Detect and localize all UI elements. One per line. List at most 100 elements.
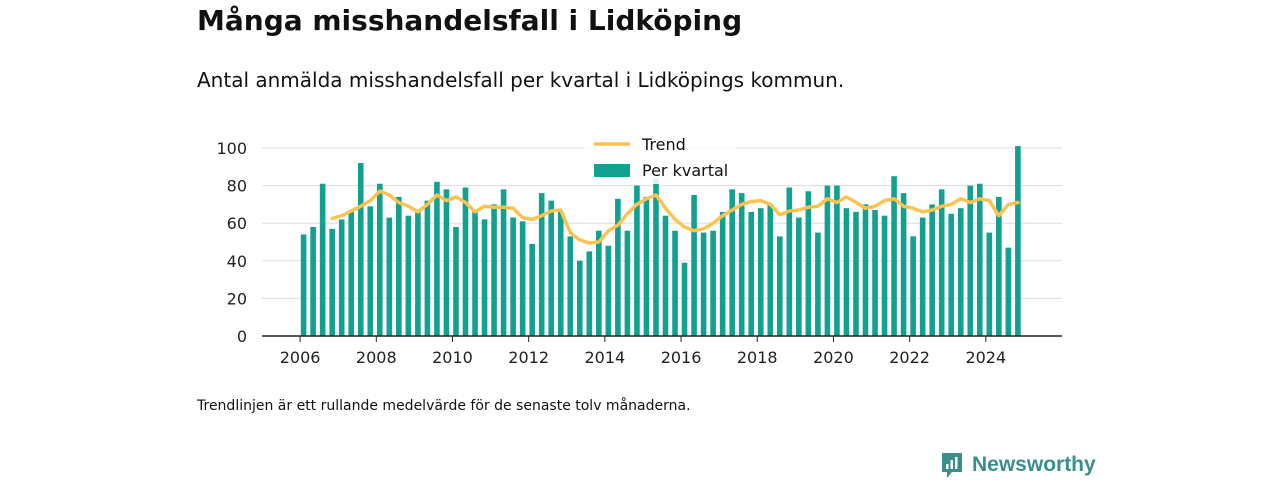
bar xyxy=(481,219,488,336)
bar xyxy=(853,211,859,336)
bar xyxy=(843,208,850,336)
bar xyxy=(634,185,640,336)
legend-bar-label: Per kvartal xyxy=(642,161,728,180)
bar xyxy=(462,187,469,336)
bar xyxy=(491,204,497,336)
bar xyxy=(719,211,726,336)
bar xyxy=(443,189,450,336)
bar xyxy=(786,187,793,336)
bar xyxy=(776,236,783,336)
bar xyxy=(738,193,745,336)
bar xyxy=(529,243,535,336)
bar xyxy=(605,245,612,336)
newsworthy-logo: Newsworthy xyxy=(940,451,1096,479)
bar xyxy=(434,181,440,336)
x-tick-label: 2022 xyxy=(889,348,930,367)
bar xyxy=(348,211,355,336)
bar xyxy=(976,183,983,336)
y-tick-label: 60 xyxy=(227,214,247,233)
trend-line xyxy=(330,189,1020,245)
legend-bar-swatch xyxy=(594,164,630,177)
x-tick-label: 2020 xyxy=(813,348,854,367)
brand-name: Newsworthy xyxy=(972,453,1096,476)
bar xyxy=(881,215,888,336)
y-tick-label: 20 xyxy=(227,289,247,308)
bar xyxy=(329,228,335,336)
bar xyxy=(319,183,326,336)
bar xyxy=(396,196,402,336)
bar xyxy=(681,262,688,336)
bar xyxy=(662,215,669,336)
bar xyxy=(453,226,459,336)
bar xyxy=(557,211,564,336)
bar-line-chart: 0 20 40 60 80 100 2006 2008 2010 2012 2014 2016 2018… xyxy=(216,135,1062,367)
bar xyxy=(500,189,507,336)
newsworthy-icon xyxy=(942,453,962,478)
chart-title: Många misshandelsfall i Lidköping xyxy=(197,4,743,37)
bar xyxy=(653,178,659,336)
bar xyxy=(986,232,993,336)
bar xyxy=(615,198,621,336)
bar xyxy=(596,230,602,336)
x-tick-label: 2008 xyxy=(356,348,397,367)
x-tick-label: 2024 xyxy=(965,348,1006,367)
chart-footnote: Trendlinjen är ett rullande medelvärde f… xyxy=(197,398,691,414)
bar xyxy=(672,230,678,336)
bar xyxy=(567,236,574,336)
bar xyxy=(643,196,650,336)
bar xyxy=(824,185,831,336)
bar xyxy=(862,204,869,336)
y-tick-label: 100 xyxy=(216,139,247,158)
bar xyxy=(919,217,926,336)
y-tick-label: 0 xyxy=(237,327,247,346)
bar xyxy=(891,176,897,336)
bar xyxy=(757,208,764,336)
bar xyxy=(691,195,697,336)
x-tick-label: 2006 xyxy=(280,348,321,367)
bar xyxy=(376,183,383,336)
x-tick-label: 2014 xyxy=(584,348,625,367)
bar xyxy=(872,210,878,336)
bar xyxy=(957,208,964,336)
x-tick-label: 2016 xyxy=(661,348,702,367)
bar xyxy=(805,191,812,336)
bar xyxy=(900,193,907,336)
bar xyxy=(367,206,374,336)
bar xyxy=(386,217,393,336)
bar xyxy=(767,204,774,336)
bar xyxy=(338,219,345,336)
bar xyxy=(424,200,431,336)
bar xyxy=(910,236,916,336)
legend-trend-label: Trend xyxy=(641,135,686,154)
bar xyxy=(624,230,631,336)
bar xyxy=(929,204,935,336)
x-tick-label: 2018 xyxy=(737,348,778,367)
bar xyxy=(948,213,955,336)
bar xyxy=(405,215,412,336)
bar xyxy=(1005,247,1012,336)
bar xyxy=(538,193,545,336)
bar xyxy=(729,189,735,336)
bar xyxy=(586,251,593,336)
bar xyxy=(1015,146,1021,336)
bar xyxy=(996,196,1002,336)
bar xyxy=(710,230,716,336)
bar xyxy=(967,185,974,336)
bar xyxy=(472,211,478,336)
bar xyxy=(310,226,316,336)
bar xyxy=(548,200,555,336)
bar xyxy=(576,260,583,336)
bar xyxy=(300,234,307,336)
x-tick-label: 2010 xyxy=(432,348,473,367)
x-tick-label: 2012 xyxy=(508,348,549,367)
bar xyxy=(519,221,526,336)
bar xyxy=(938,189,945,336)
y-tick-label: 40 xyxy=(227,252,247,271)
bar xyxy=(357,163,364,336)
bar xyxy=(510,217,516,336)
chart-subtitle: Antal anmälda misshandelsfall per kvarta… xyxy=(197,68,845,92)
bar xyxy=(796,217,802,336)
bar xyxy=(815,232,821,336)
y-tick-label: 80 xyxy=(227,177,247,196)
bar xyxy=(834,185,840,336)
